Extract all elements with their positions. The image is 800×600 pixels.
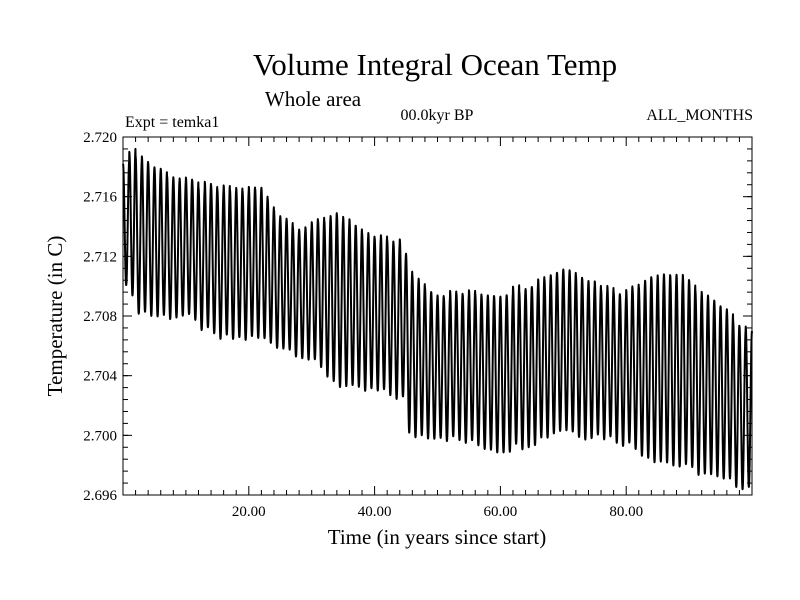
y-tick-label: 2.712 bbox=[83, 249, 117, 265]
y-tick-label: 2.700 bbox=[83, 428, 117, 444]
months-label: ALL_MONTHS bbox=[646, 107, 753, 124]
x-tick-label: 40.00 bbox=[358, 504, 392, 520]
x-tick-label: 20.00 bbox=[232, 504, 266, 520]
y-tick-label: 2.704 bbox=[83, 369, 117, 385]
chart-subtitle: Whole area bbox=[265, 87, 362, 111]
x-tick-label: 60.00 bbox=[484, 504, 518, 520]
experiment-label: Expt = temka1 bbox=[125, 114, 219, 131]
plot-frame bbox=[122, 136, 753, 496]
period-label: 00.0kyr BP bbox=[401, 107, 474, 124]
y-tick-label: 2.716 bbox=[83, 190, 117, 206]
x-axis-ticks: 20.00 40.00 60.00 80.00 bbox=[135, 137, 740, 520]
y-tick-label: 2.720 bbox=[83, 130, 117, 146]
y-axis-label: Temperature (in C) bbox=[43, 236, 67, 397]
x-tick-label: 80.00 bbox=[609, 504, 643, 520]
series-line bbox=[122, 147, 753, 491]
y-tick-label: 2.696 bbox=[83, 488, 117, 504]
y-tick-label: 2.708 bbox=[83, 309, 117, 325]
chart-title: Volume Integral Ocean Temp bbox=[253, 47, 617, 82]
x-axis-label: Time (in years since start) bbox=[328, 525, 547, 549]
